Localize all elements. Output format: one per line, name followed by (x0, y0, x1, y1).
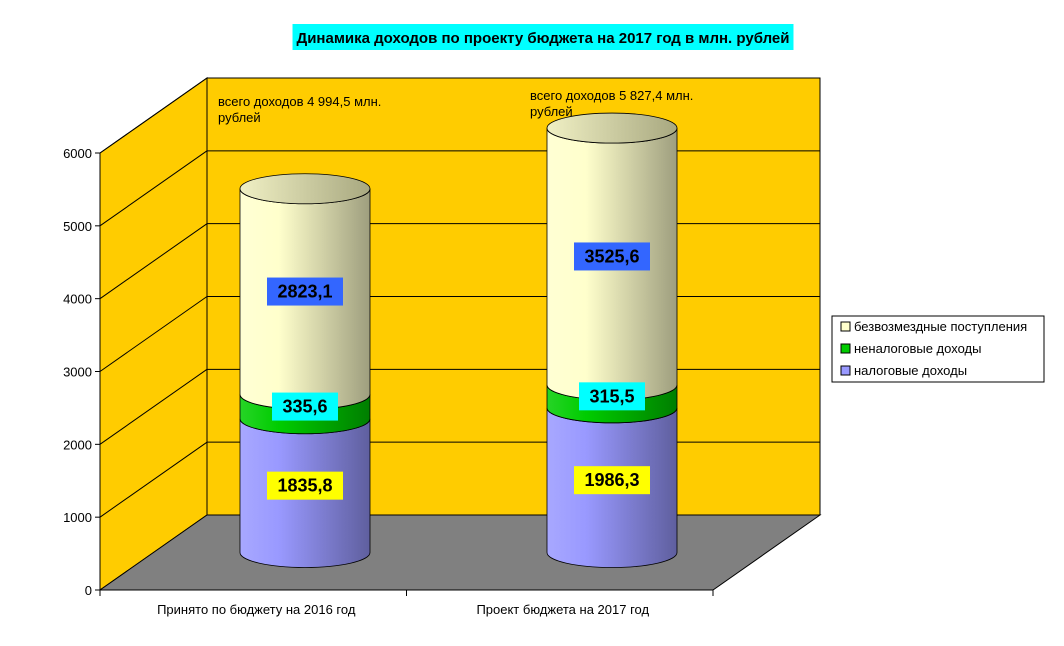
legend-swatch-3 (840, 321, 851, 332)
data-label-1-3: 2823,1 (277, 282, 332, 302)
data-label-bg-1-3 (267, 277, 343, 306)
data-label-2-2: 315,5 (589, 386, 634, 406)
chart-walls (98, 77, 822, 591)
bar-2-top (546, 112, 678, 144)
title-background (292, 24, 794, 50)
axes: 0 1000 2000 3000 4000 5000 6000 Принято по бюдж… (63, 146, 714, 617)
data-label-bg-2-2 (579, 382, 645, 411)
floor (98, 514, 822, 591)
legend: безвозмездные поступления неналоговые до… (831, 315, 1045, 383)
data-label-2-3: 3525,6 (584, 246, 639, 266)
gridline-side-1000 (99, 441, 208, 518)
gridline-side-5000 (99, 150, 208, 227)
category-label-2: Проект бюджета на 2017 год (476, 602, 649, 617)
data-label-2-1: 1986,3 (584, 470, 639, 490)
annotation-2-line1: всего доходов 5 827,4 млн. (530, 88, 693, 103)
annotation-1: всего доходов 4 994,5 млн. рублей (218, 94, 381, 125)
data-label-bg-2-1 (574, 466, 650, 495)
annotation-2-line2: рублей (530, 104, 573, 119)
legend-label-2: неналоговые доходы (854, 341, 981, 356)
data-labels: 1835,8 335,6 2823,1 1986,3 315,5 3525,6 (267, 242, 650, 500)
y-tick-label-1000: 1000 (63, 510, 92, 525)
gridline-side-6000 (99, 77, 208, 154)
category-label-1: Принято по бюджету на 2016 год (157, 602, 356, 617)
legend-label-3: безвозмездные поступления (854, 319, 1027, 334)
annotation-1-line1: всего доходов 4 994,5 млн. (218, 94, 381, 109)
annotation-1-line2: рублей (218, 110, 261, 125)
legend-swatch-2 (840, 343, 851, 354)
title-text: Динамика доходов по проекту бюджета на 2… (297, 30, 790, 47)
bar-1-top (239, 173, 371, 205)
y-tick-label-0: 0 (85, 583, 92, 598)
chart-title: Динамика доходов по проекту бюджета на 2… (292, 24, 794, 50)
data-label-1-1: 1835,8 (277, 476, 332, 496)
annotation-2: всего доходов 5 827,4 млн. рублей (530, 88, 693, 119)
y-tick-label-2000: 2000 (63, 437, 92, 452)
gridline-side-3000 (99, 296, 208, 372)
legend-box (831, 315, 1045, 383)
legend-label-1: налоговые доходы (854, 363, 967, 378)
legend-swatch-1 (840, 365, 851, 376)
y-tick-label-3000: 3000 (63, 365, 92, 380)
y-tick-label-5000: 5000 (63, 219, 92, 234)
gridline-side-2000 (99, 368, 208, 445)
y-tick-label-4000: 4000 (63, 292, 92, 307)
data-label-bg-1-2 (272, 392, 338, 421)
y-tick-label-6000: 6000 (63, 146, 92, 161)
data-label-1-2: 335,6 (282, 397, 327, 417)
data-label-bg-1-1 (267, 471, 343, 500)
gridline-side-4000 (99, 223, 208, 300)
data-label-bg-2-3 (574, 242, 650, 271)
